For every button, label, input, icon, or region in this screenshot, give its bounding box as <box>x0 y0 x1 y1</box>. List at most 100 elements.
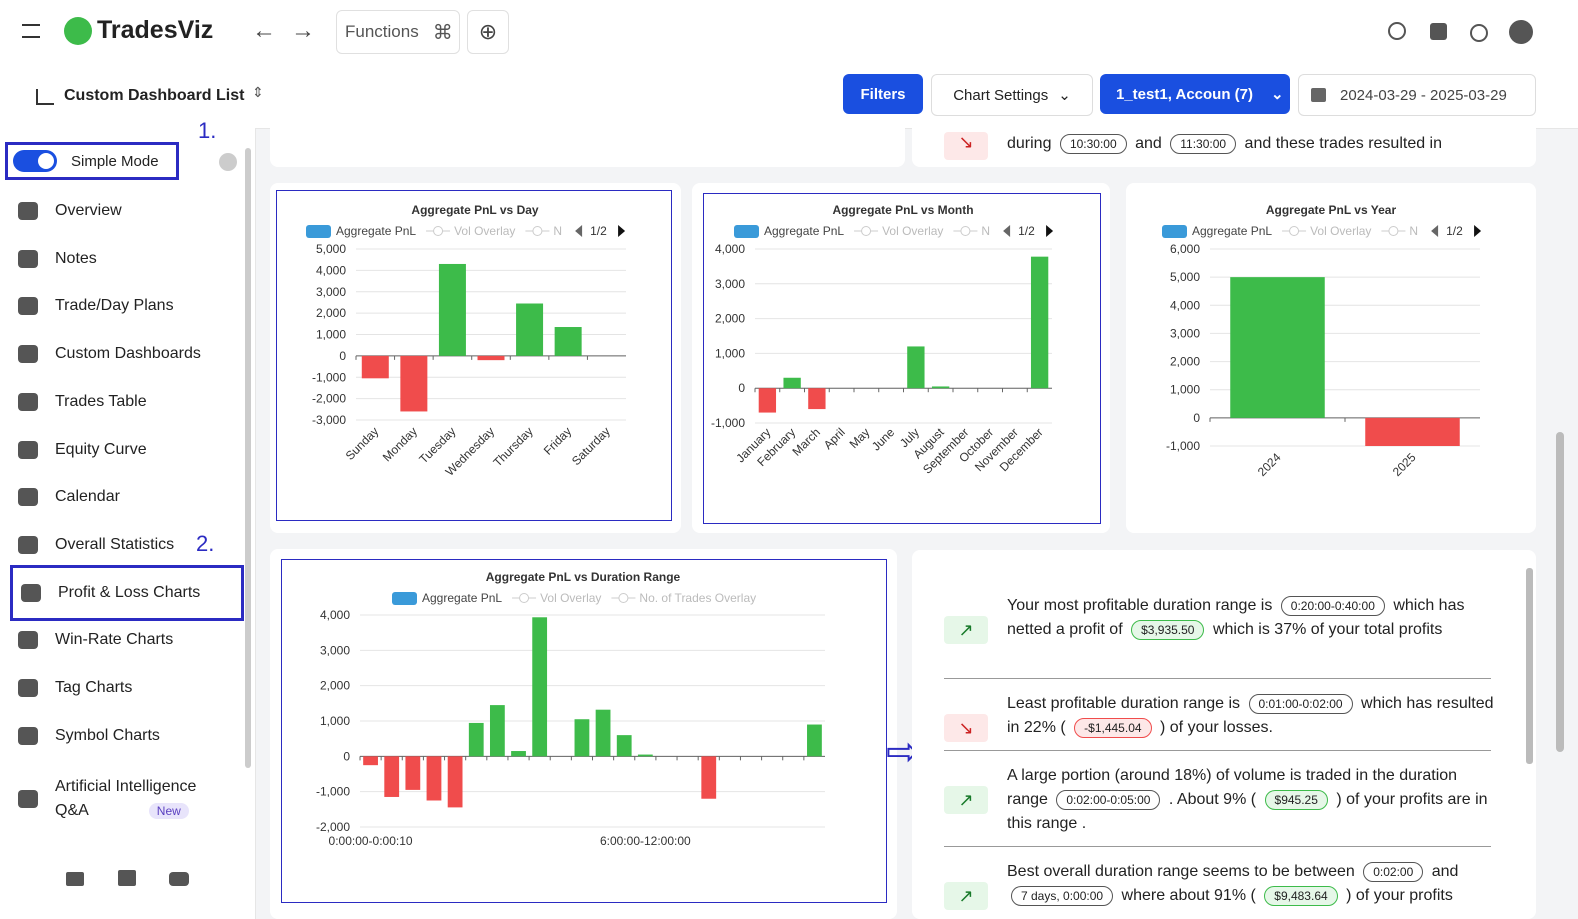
header: TradesViz ← → Functions ⌘ ⊕ <box>0 0 1578 65</box>
add-button[interactable]: ⊕ <box>467 10 509 54</box>
nav-label: Trades Table <box>55 392 147 410</box>
chart-panel <box>270 549 897 919</box>
scrollbar[interactable] <box>1526 568 1533 764</box>
mixer-icon[interactable] <box>66 872 84 886</box>
text: Least profitable duration range is <box>1007 695 1241 712</box>
logo <box>64 17 92 45</box>
chevron: ⌄ <box>1058 87 1071 104</box>
settings-icon[interactable] <box>219 153 237 171</box>
upload-icon[interactable] <box>118 870 136 886</box>
nav-item[interactable]: Notes <box>18 239 243 279</box>
separator <box>944 750 1491 751</box>
profit-tag: $3,935.50 <box>1131 620 1205 640</box>
nav-label: Symbol Charts <box>55 726 160 744</box>
highlight <box>281 559 887 903</box>
chart-settings-label: Chart Settings <box>953 86 1049 104</box>
apps-icon[interactable] <box>1430 23 1447 40</box>
text: which has netted a profit of <box>1007 597 1465 638</box>
nav-icon <box>18 790 38 809</box>
nav-label: Equity Curve <box>55 440 147 458</box>
nav-item[interactable]: Symbol Charts <box>18 716 243 756</box>
nav-label: Calendar <box>55 488 120 506</box>
brand: TradesViz <box>97 16 214 44</box>
trend-icon: ↗ <box>944 882 988 910</box>
trend-icon: ↘ <box>944 714 988 742</box>
badge: New <box>148 803 189 820</box>
nav-item[interactable]: Overview <box>18 191 243 231</box>
filters-button[interactable]: Filters <box>843 74 923 114</box>
sidebar: Simple Mode 1. 2. Overview Notes Trade/Day… <box>0 118 256 919</box>
text: ) of your profits <box>1346 887 1453 904</box>
dashboard-icon <box>36 89 54 105</box>
loss-tag: -$1,445.04 <box>1074 718 1152 738</box>
cmd-icon: ⌘ <box>432 21 453 44</box>
nav-label: Custom Dashboards <box>55 345 201 363</box>
nav-label: Overall Statistics <box>55 535 175 553</box>
nav-item[interactable]: Calendar <box>18 477 243 517</box>
text: Your most profitable duration range is <box>1007 597 1273 614</box>
insight-text: A large portion (around 18%) of volume i… <box>1007 764 1497 836</box>
youtube-icon[interactable] <box>169 872 189 886</box>
accounts-button[interactable]: 1_test1, Accoun (7) ⌄ <box>1100 74 1290 114</box>
nav-icon <box>18 726 38 745</box>
simple-mode-toggle[interactable]: Simple Mode <box>5 142 179 180</box>
chart-panel <box>270 183 681 533</box>
nav-item[interactable]: Win-Rate Charts <box>18 620 243 660</box>
nav-icon <box>18 297 38 316</box>
date-range[interactable]: 2024-03-29 - 2025-03-29 <box>1298 74 1536 116</box>
insight-text: during 10:30:00 and 11:30:00 and these t… <box>1007 134 1507 154</box>
text: which is 37% of your total profits <box>1212 621 1443 638</box>
text: during <box>1007 135 1052 152</box>
nav-icon <box>18 392 38 411</box>
nav-label: Overview <box>55 202 122 219</box>
nav-item[interactable]: Overall Statistics <box>18 525 243 565</box>
insight-text: Your most profitable duration range is 0… <box>1007 594 1497 642</box>
nav-label: Win-Rate Charts <box>55 631 174 649</box>
nav-icon <box>18 488 38 507</box>
separator <box>944 678 1491 679</box>
highlight <box>703 193 1101 524</box>
highlight <box>276 190 672 521</box>
search-icon[interactable] <box>1388 22 1406 40</box>
tag: 0:02:00 <box>1363 862 1424 882</box>
text: which has resulted in 22% ( <box>1007 695 1494 736</box>
chart-settings-button[interactable]: Chart Settings ⌄ <box>931 74 1093 116</box>
page-scrollbar[interactable] <box>1556 432 1564 752</box>
nav-icon <box>18 440 38 459</box>
nav-item[interactable]: Profit & Loss Charts <box>10 564 244 621</box>
functions-button[interactable]: Functions ⌘ <box>336 10 460 54</box>
annotation: 2. <box>196 531 215 556</box>
nav-item[interactable]: Trades Table <box>18 382 243 422</box>
nav-item[interactable]: Trade/Day Plans <box>18 286 243 326</box>
calendar-icon <box>1311 88 1326 102</box>
accounts-label: 1_test1, Accoun (7) <box>1116 85 1253 103</box>
chart-panel <box>692 183 1110 533</box>
nav-item[interactable]: Equity Curve <box>18 430 243 470</box>
trend-icon: ↘ <box>944 132 988 160</box>
forward[interactable]: → <box>291 17 315 44</box>
insight-text: Least profitable duration range is 0:01:… <box>1007 692 1497 740</box>
theme-icon[interactable] <box>1470 24 1488 42</box>
nav-icon <box>18 631 38 650</box>
switch <box>13 150 57 172</box>
chart-panel <box>1126 183 1536 533</box>
nav-label: Tag Charts <box>55 679 133 696</box>
tag: 10:30:00 <box>1059 134 1127 154</box>
nav-label: Trade/Day Plans <box>55 297 174 315</box>
avatar[interactable] <box>1509 20 1533 44</box>
nav-item[interactable]: Artificial Intelligence Q&A New <box>18 771 243 827</box>
text: ) of your profits are in this range . <box>1007 791 1488 832</box>
dashboard-list[interactable]: Custom Dashboard List <box>64 87 245 104</box>
sort-icon[interactable]: ⇕ <box>252 84 264 100</box>
profit-tag: $945.25 <box>1264 790 1328 810</box>
menu-icon[interactable] <box>22 24 40 38</box>
nav-item[interactable]: Custom Dashboards <box>18 334 243 374</box>
back[interactable]: ← <box>252 17 276 44</box>
toolbar: Custom Dashboard List ⇕ Filters Chart Se… <box>0 64 1578 129</box>
trend-icon: ↗ <box>944 616 988 644</box>
nav-label: Artificial Intelligence Q&A New <box>55 778 197 820</box>
scrollbar[interactable] <box>245 148 251 768</box>
nav-item[interactable]: Tag Charts <box>18 668 243 708</box>
date-range-label: 2024-03-29 - 2025-03-29 <box>1340 86 1507 104</box>
